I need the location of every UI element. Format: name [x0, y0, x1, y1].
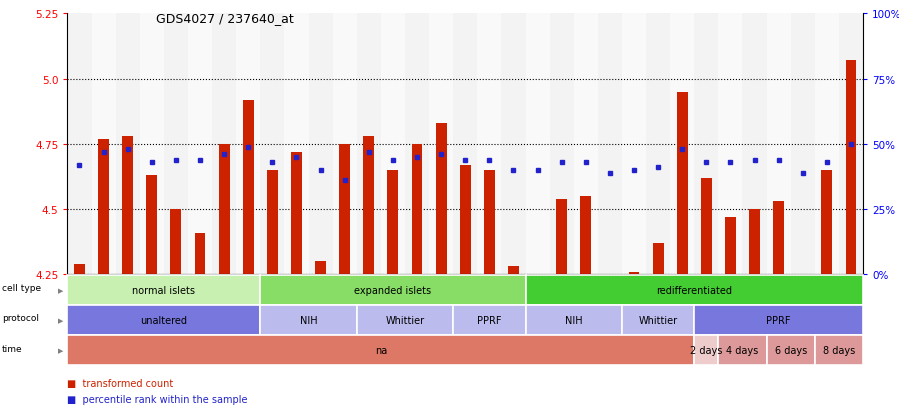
Bar [92, 14, 116, 275]
Text: PPRF: PPRF [477, 315, 502, 325]
Bar [791, 14, 814, 275]
Bar [291, 152, 302, 275]
Bar [508, 267, 519, 275]
Bar [381, 14, 405, 275]
Bar [604, 275, 615, 290]
Text: na: na [375, 345, 387, 356]
Bar [139, 14, 164, 275]
Text: ■  percentile rank within the sample: ■ percentile rank within the sample [67, 394, 248, 404]
Text: 4 days: 4 days [726, 345, 759, 356]
Text: ▶: ▶ [58, 347, 64, 354]
Bar [405, 14, 429, 275]
Bar [194, 233, 206, 275]
Bar [581, 197, 592, 275]
Text: 6 days: 6 days [775, 345, 806, 356]
Text: 2 days: 2 days [690, 345, 723, 356]
Bar [116, 14, 139, 275]
Text: protocol: protocol [2, 314, 39, 323]
Text: Whittier: Whittier [386, 315, 424, 325]
Bar [502, 14, 526, 275]
Bar [308, 14, 333, 275]
Bar [284, 14, 308, 275]
Bar [459, 165, 471, 275]
Text: time: time [2, 344, 22, 353]
Bar [701, 178, 712, 275]
Text: normal islets: normal islets [132, 285, 195, 295]
Bar [147, 176, 157, 275]
Bar [718, 14, 743, 275]
Bar [653, 243, 663, 275]
Bar [261, 14, 284, 275]
Bar [694, 14, 718, 275]
Text: ■  transformed count: ■ transformed count [67, 378, 174, 388]
Bar [363, 137, 374, 275]
Bar [212, 14, 236, 275]
Bar [677, 93, 688, 275]
Bar [453, 14, 477, 275]
Bar [357, 14, 381, 275]
Bar [773, 202, 784, 275]
Text: cell type: cell type [2, 284, 41, 292]
Text: Whittier: Whittier [638, 315, 678, 325]
Bar [477, 14, 502, 275]
Bar [814, 14, 839, 275]
Text: redifferentiated: redifferentiated [656, 285, 733, 295]
Bar [839, 14, 863, 275]
Bar [436, 124, 447, 275]
Bar [628, 272, 639, 275]
Bar [316, 262, 326, 275]
Bar [725, 217, 736, 275]
Bar [267, 171, 278, 275]
Bar [188, 14, 212, 275]
Text: ▶: ▶ [58, 317, 64, 323]
Bar [339, 145, 350, 275]
Bar [122, 137, 133, 275]
Text: NIH: NIH [299, 315, 317, 325]
Bar [622, 14, 646, 275]
Bar [549, 14, 574, 275]
Text: 8 days: 8 days [823, 345, 855, 356]
Bar [767, 14, 791, 275]
Bar [822, 171, 832, 275]
Bar [556, 199, 567, 275]
Text: ▶: ▶ [58, 287, 64, 293]
Bar [236, 14, 261, 275]
Bar [797, 275, 808, 282]
Bar [243, 100, 254, 275]
Bar [484, 171, 494, 275]
Bar [429, 14, 453, 275]
Bar [574, 14, 598, 275]
Bar [532, 275, 543, 287]
Bar [646, 14, 670, 275]
Bar [526, 14, 549, 275]
Text: GDS4027 / 237640_at: GDS4027 / 237640_at [156, 12, 294, 24]
Bar [749, 209, 760, 275]
Bar [333, 14, 357, 275]
Bar [98, 139, 109, 275]
Bar [67, 14, 92, 275]
Bar [846, 61, 857, 275]
Text: expanded islets: expanded islets [354, 285, 432, 295]
Text: NIH: NIH [565, 315, 583, 325]
Bar [670, 14, 694, 275]
Text: unaltered: unaltered [140, 315, 187, 325]
Text: PPRF: PPRF [767, 315, 791, 325]
Bar [74, 264, 85, 275]
Bar [387, 171, 398, 275]
Bar [743, 14, 767, 275]
Bar [164, 14, 188, 275]
Bar [412, 145, 423, 275]
Bar [598, 14, 622, 275]
Bar [218, 145, 229, 275]
Bar [171, 209, 182, 275]
